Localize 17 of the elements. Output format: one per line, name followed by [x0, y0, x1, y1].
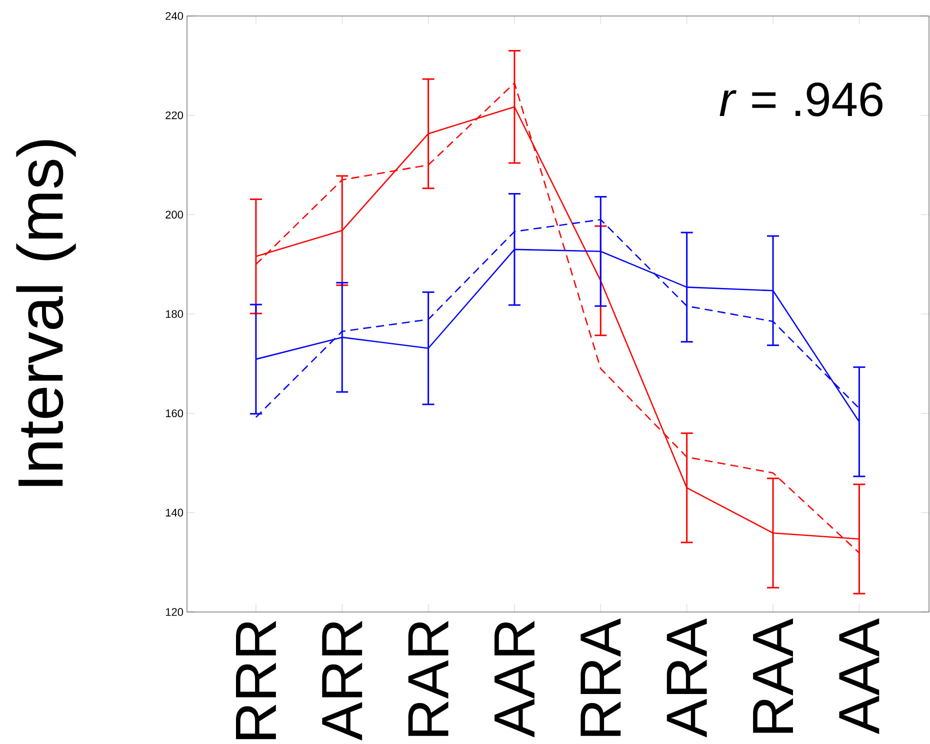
y-tick-label: 140 [166, 508, 184, 517]
x-tick-label: ARA [666, 618, 707, 738]
y-tick-label: 220 [166, 111, 184, 120]
y-tick-label: 240 [166, 12, 184, 20]
x-tick-label: AAR [494, 620, 534, 738]
x-tick-label: RAA [753, 618, 793, 733]
x-tick-label: RAR [408, 620, 448, 736]
y-tick-label: 180 [166, 310, 184, 318]
annotation: r = .946 [720, 82, 883, 116]
y-tick-label: 200 [166, 210, 184, 219]
y-tick-label: 160 [166, 409, 184, 418]
y-tick-label: 120 [166, 608, 184, 616]
x-tick-label: ARR [322, 620, 362, 741]
x-tick-label: AAA [839, 618, 880, 734]
x-tick-label: RRR [236, 620, 276, 740]
y-axis-title: Interval (ms) [16, 140, 76, 486]
x-tick-label: RRA [580, 618, 621, 736]
